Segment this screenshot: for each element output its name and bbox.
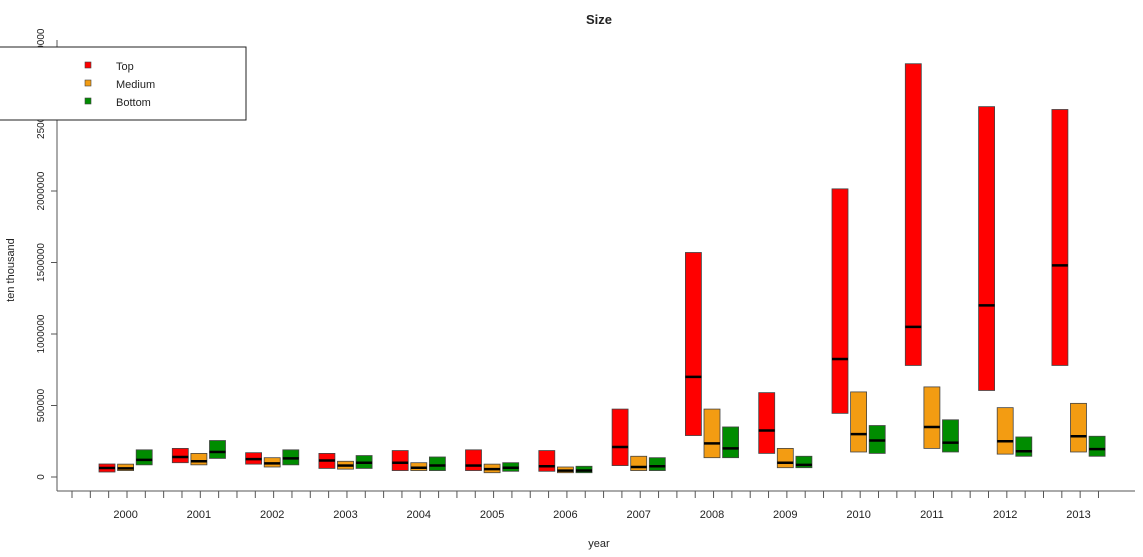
range-bar-top xyxy=(1051,109,1069,366)
range-bar-bottom xyxy=(648,457,666,471)
y-tick-label: 2000000 xyxy=(36,171,47,210)
x-tick-label: 2003 xyxy=(333,509,357,521)
y-tick-label: 500000 xyxy=(36,388,47,422)
range-bar-bottom xyxy=(722,426,739,459)
range-bar-bottom xyxy=(1088,435,1106,457)
chart-title: Size xyxy=(586,12,612,27)
range-bar-medium xyxy=(850,391,867,453)
range-bar-medium xyxy=(996,407,1014,455)
range-bar-bottom xyxy=(795,455,813,469)
range-bar-medium xyxy=(630,455,648,471)
range-bar-top xyxy=(685,252,702,436)
legend-box xyxy=(0,46,247,121)
range-bar-medium xyxy=(923,386,941,449)
x-tick-label: 2002 xyxy=(260,509,284,521)
range-bar-top xyxy=(391,450,409,471)
range-bar-top xyxy=(171,447,189,464)
x-tick-label: 2012 xyxy=(993,509,1017,521)
legend-label: Medium xyxy=(116,79,155,91)
legend-label: Top xyxy=(116,61,134,73)
range-bar-top xyxy=(538,450,556,472)
range-bar-top xyxy=(831,188,849,414)
legend-swatch xyxy=(84,97,92,105)
range-bar-top xyxy=(904,63,922,366)
range-bar-medium xyxy=(703,408,721,459)
range-bar-bottom xyxy=(209,440,226,459)
x-tick-label: 2005 xyxy=(480,509,504,521)
y-tick-label: 1500000 xyxy=(36,243,47,282)
x-tick-label: 2001 xyxy=(187,509,211,521)
range-bar-bottom xyxy=(1015,436,1033,457)
x-tick-label: 2000 xyxy=(113,509,137,521)
y-tick-label: 0 xyxy=(36,474,47,480)
range-bar-medium xyxy=(1070,402,1087,453)
legend-label: Bottom xyxy=(116,97,151,109)
x-tick-label: 2008 xyxy=(700,509,724,521)
legend: Top Medium Bottom xyxy=(0,46,247,121)
range-bar-top xyxy=(465,449,482,471)
range-bar-bottom xyxy=(428,456,446,471)
x-tick-label: 2009 xyxy=(773,509,797,521)
x-tick-label: 2006 xyxy=(553,509,577,521)
legend-swatch xyxy=(84,79,92,87)
x-tick-label: 2013 xyxy=(1066,509,1090,521)
legend-swatch xyxy=(84,61,92,69)
range-bar-top xyxy=(758,392,776,454)
range-bar-medium xyxy=(190,453,208,466)
x-axis-label: year xyxy=(588,538,610,550)
x-tick-label: 2007 xyxy=(626,509,650,521)
range-bar-bottom xyxy=(135,449,153,466)
range-bar-medium xyxy=(776,447,794,469)
x-tick-label: 2004 xyxy=(407,509,431,521)
y-axis-label: ten thousand xyxy=(5,238,17,302)
x-tick-label: 2011 xyxy=(920,509,944,521)
y-tick-label: 1000000 xyxy=(36,314,47,353)
range-bar-top xyxy=(611,408,629,466)
range-bar-bottom xyxy=(942,419,959,453)
x-tick-label: 2010 xyxy=(846,509,870,521)
bars xyxy=(98,63,1106,474)
range-bar-top xyxy=(978,106,995,391)
